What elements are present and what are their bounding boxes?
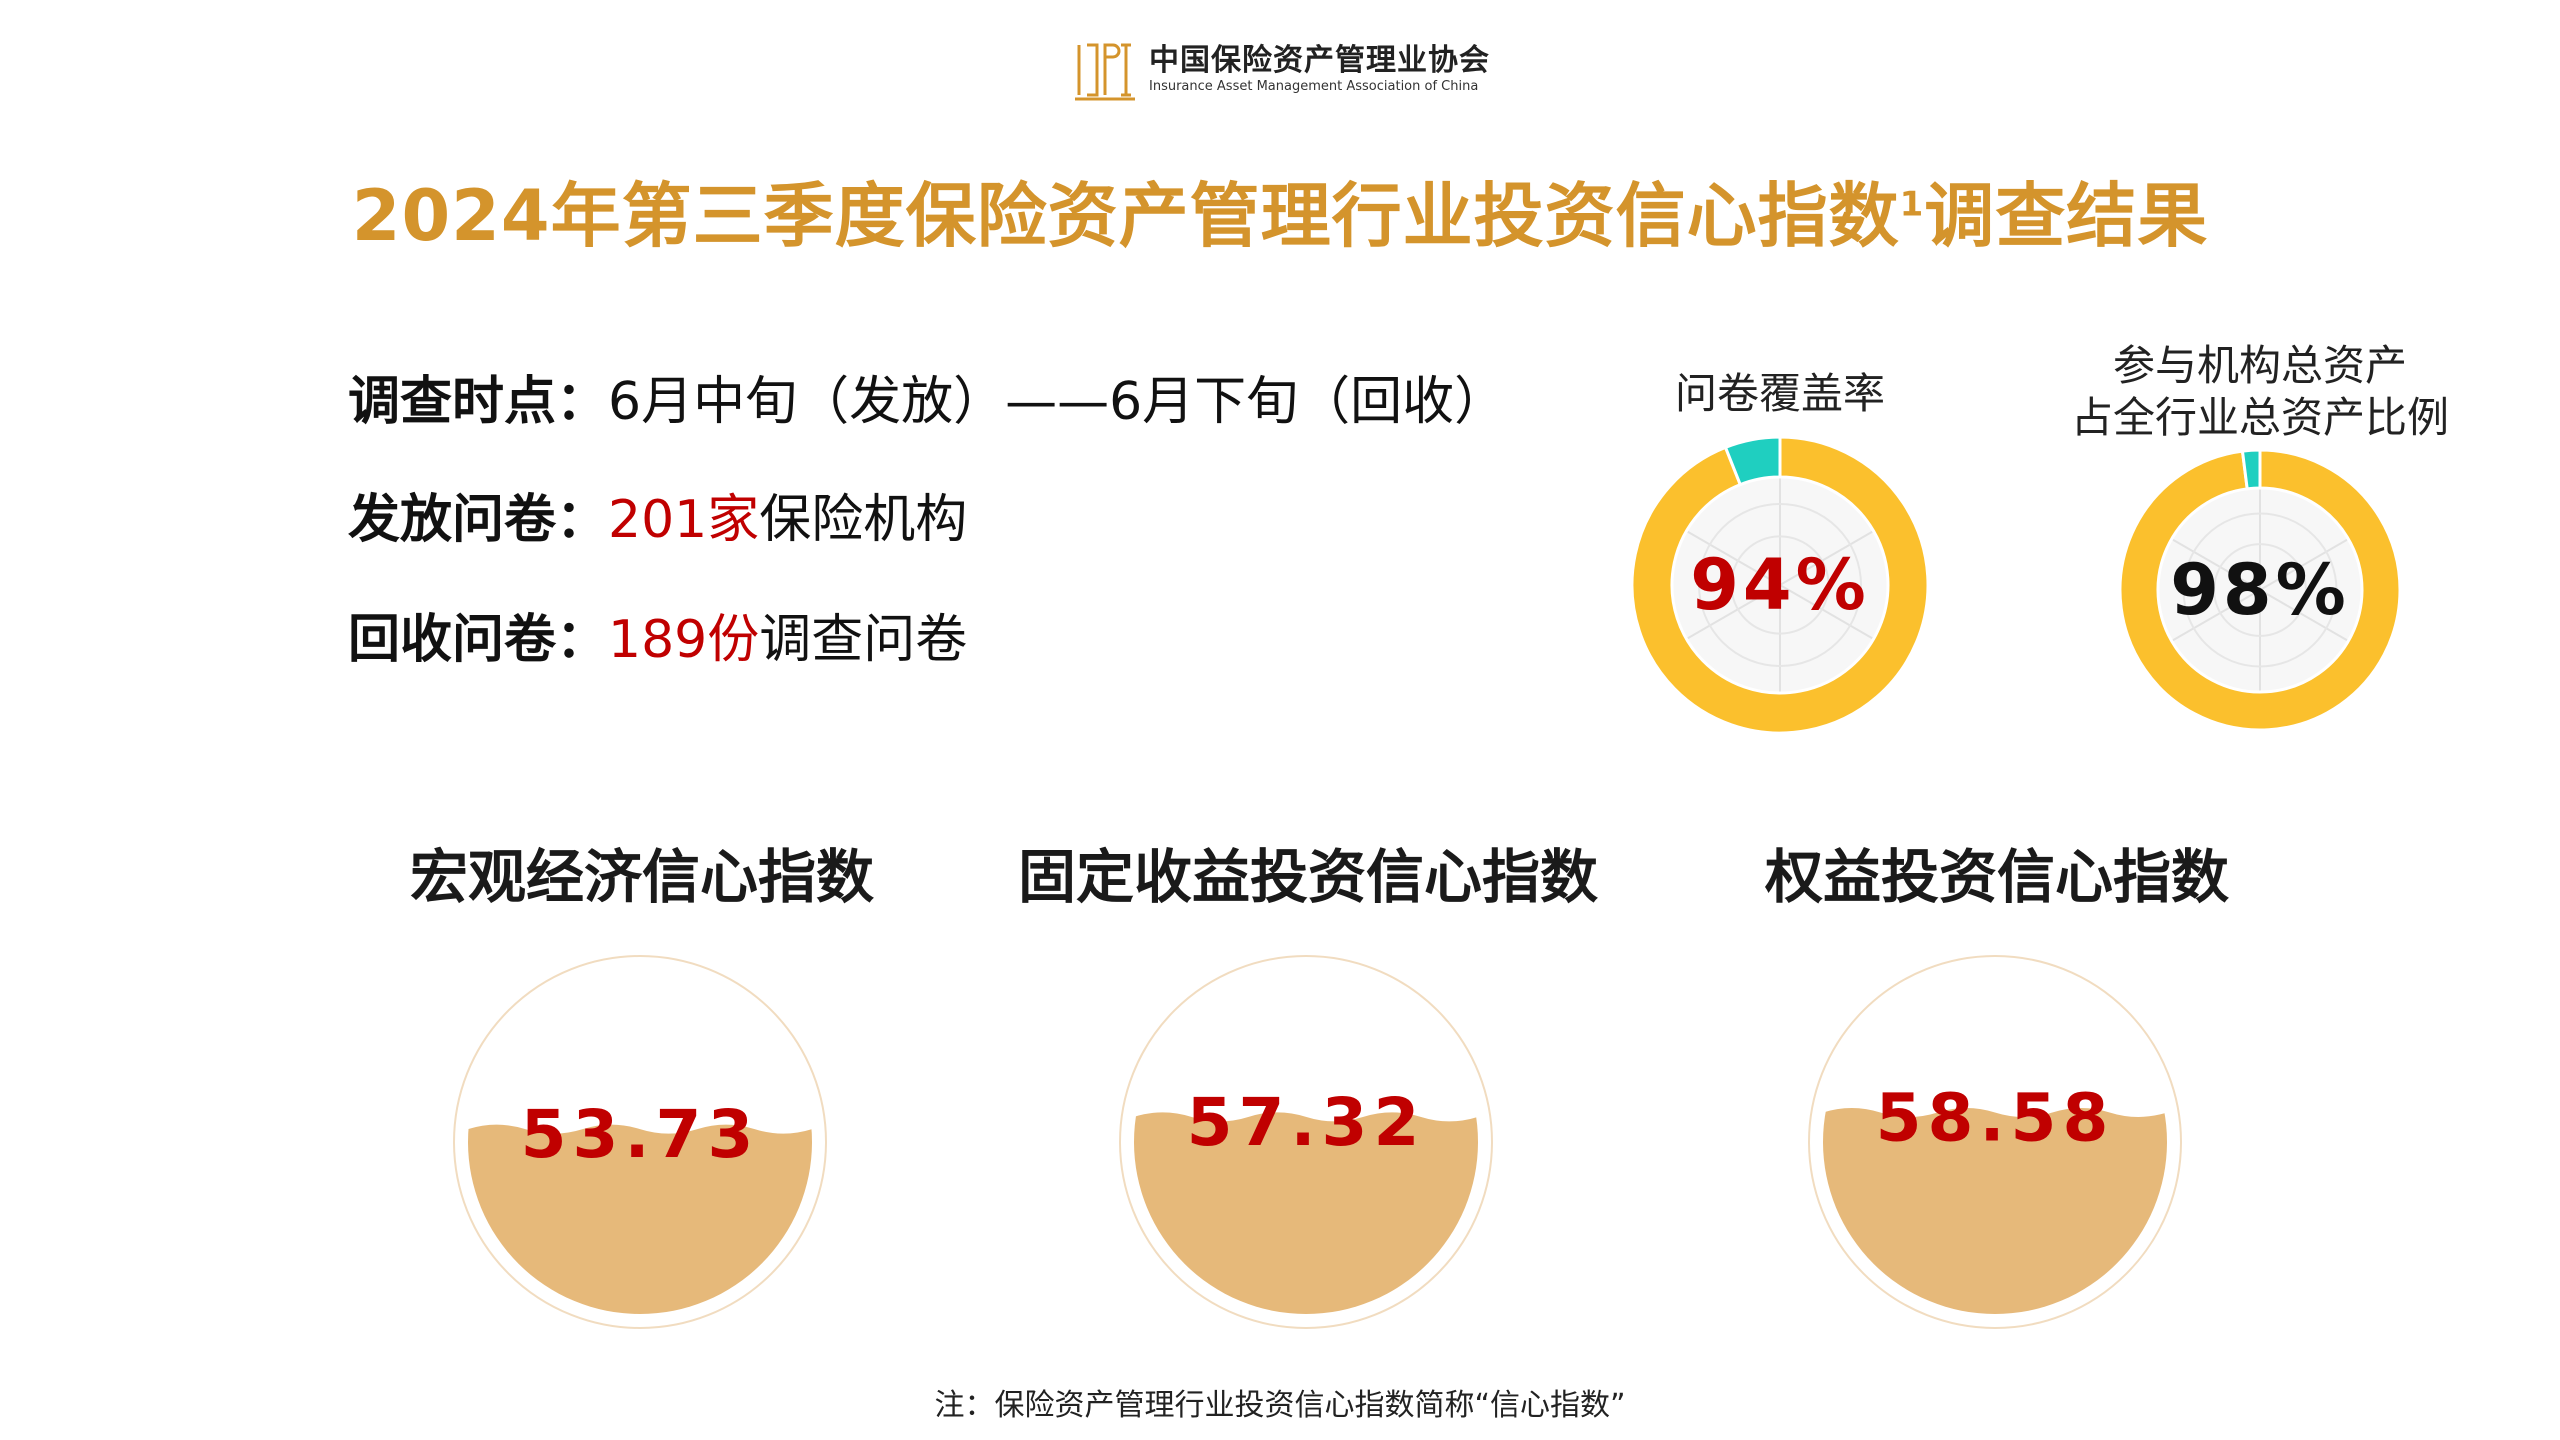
- issued-label: 发放问卷：: [348, 490, 609, 550]
- fixed-income-index-title: 固定收益投资信心指数: [1017, 843, 1598, 911]
- issued-row: 发放问卷：201家保险机构: [348, 490, 967, 550]
- returned-label: 回收问卷：: [348, 610, 609, 670]
- asset-ratio-title-line2: 占全行业总资产比例: [2070, 393, 2449, 442]
- logo-english-name: Insurance Asset Management Association o…: [1149, 79, 1479, 94]
- equity-index-title: 权益投资信心指数: [1764, 843, 2229, 911]
- donut-web-line: [2171, 589, 2261, 642]
- page-title: 2024年第三季度保险资产管理行业投资信心指数1调查结果: [0, 160, 2560, 261]
- survey-time-value: 6月中旬（发放）——6月下旬（回收）: [608, 372, 1507, 432]
- donut-web-line: [1685, 530, 1781, 586]
- iamac-logo-icon: [1075, 43, 1135, 101]
- donut-slice-remainder: [2240, 448, 2262, 491]
- donut-web-line: [1685, 584, 1781, 640]
- footnote: 注：保险资产管理行业投资信心指数简称“信心指数”: [934, 1388, 1626, 1423]
- asset-ratio-donut-title: 参与机构总资产 占全行业总资产比例: [2020, 340, 2500, 444]
- macro-index-title: 宏观经济信心指数: [409, 843, 874, 911]
- donut-center-label: 94%: [1690, 544, 1870, 626]
- donut-slice-main: [1630, 435, 1930, 735]
- donut-web-ring: [1698, 503, 1862, 667]
- page-title-main: 2024年第三季度保险资产管理行业投资信心指数: [351, 175, 1900, 257]
- donut-web-line: [1779, 584, 1875, 640]
- donut-web-line: [2259, 589, 2349, 642]
- returned-value: 189份: [608, 610, 760, 670]
- donut-web-ring: [2213, 543, 2307, 637]
- returned-suffix: 调查问卷: [759, 610, 968, 670]
- page-title-suffix: 调查结果: [1924, 175, 2209, 257]
- donut-1: 98%: [2118, 448, 2402, 732]
- donut-slice-remainder: [1723, 435, 1782, 487]
- survey-time-label: 调查时点：: [348, 372, 609, 432]
- donut-0: 94%: [1630, 435, 1930, 735]
- asset-ratio-title-line1: 参与机构总资产: [2112, 341, 2407, 390]
- donut-web-line: [2171, 538, 2261, 591]
- issued-value: 201家: [608, 490, 760, 550]
- donut-web-ring: [2182, 512, 2338, 668]
- donut-web-line: [2259, 538, 2349, 591]
- page-title-footnote-mark: 1: [1899, 184, 1925, 225]
- logo-chinese-name: 中国保险资产管理业协会: [1149, 43, 1490, 78]
- donut-web-line: [1779, 530, 1875, 586]
- issued-suffix: 保险机构: [759, 490, 968, 550]
- logo: 中国保险资产管理业协会 Insurance Asset Management A…: [1075, 38, 1490, 102]
- donut-web-ring: [1730, 535, 1830, 635]
- returned-row: 回收问卷：189份调查问卷: [348, 610, 967, 670]
- survey-time-row: 调查时点：6月中旬（发放）——6月下旬（回收）: [348, 372, 1506, 432]
- coverage-donut-title: 问卷覆盖率: [1674, 369, 1885, 418]
- donut-center-label: 98%: [2170, 549, 2350, 631]
- donut-slice-main: [2118, 448, 2402, 732]
